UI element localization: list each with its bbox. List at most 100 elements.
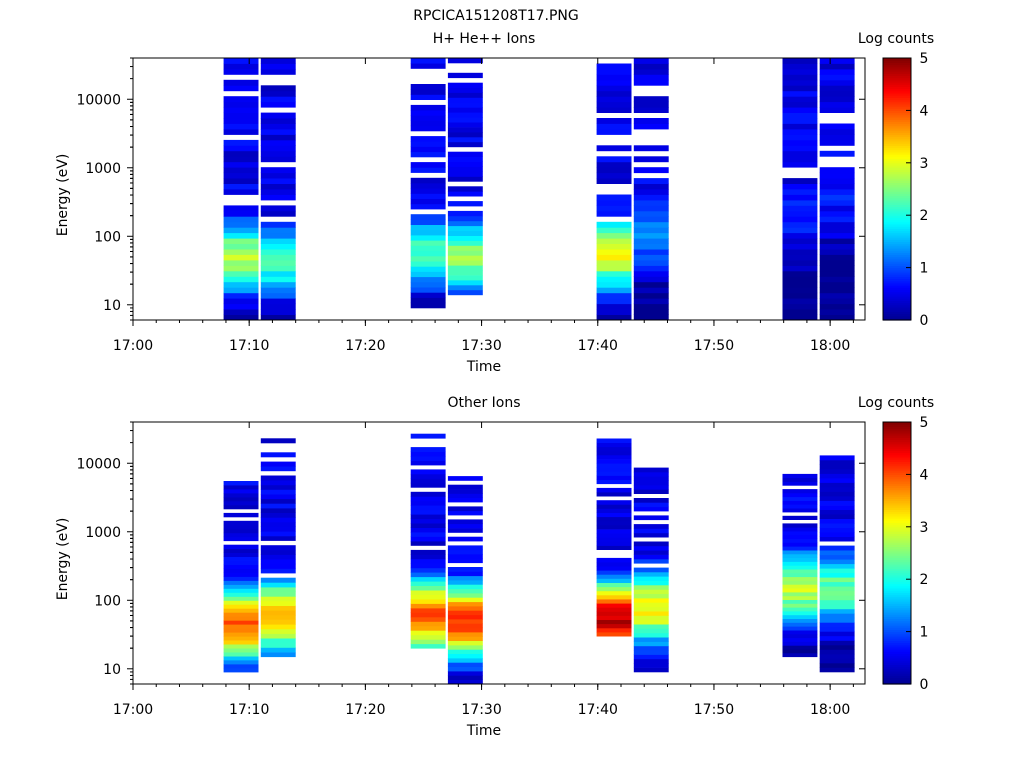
spectrogram-bin [447, 632, 483, 637]
spectrogram-bin [223, 496, 259, 502]
spectrogram-bin [782, 298, 818, 305]
spectrogram-bin [260, 129, 296, 135]
colorbar-swatch [883, 97, 911, 101]
colorbar-swatch [883, 213, 911, 216]
spectrogram-bin [633, 96, 669, 103]
spectrogram-bin [633, 260, 669, 266]
spectrogram-bin [596, 533, 632, 538]
spectrogram-bin [223, 664, 259, 669]
spectrogram-bin [447, 623, 483, 629]
y-tick-label: 10 [103, 298, 121, 314]
spectrogram-bin [633, 183, 669, 190]
spectrogram-bin [260, 63, 296, 70]
spectrogram-bin [223, 303, 259, 310]
spectrogram-bin [410, 110, 446, 116]
colorbar-swatch [883, 164, 911, 168]
spectrogram-bin [410, 616, 446, 622]
spectrogram-bin [410, 509, 446, 515]
y-tick-label: 10000 [76, 456, 121, 472]
spectrogram-bin [410, 271, 446, 278]
spectrogram-bin [447, 230, 483, 236]
spectrogram-bin [223, 604, 259, 609]
colorbar-swatch [883, 285, 911, 288]
spectrogram-bin [410, 608, 446, 613]
spectrogram-bin [819, 473, 855, 479]
spectrogram-bin [447, 666, 483, 672]
spectrogram-bin [223, 648, 259, 653]
spectrogram-bin [223, 96, 259, 103]
spectrogram-bin [260, 281, 296, 288]
spectrogram-bin [633, 205, 669, 212]
colorbar-swatch [883, 245, 911, 249]
colorbar-swatch [883, 470, 911, 473]
spectrogram-bin [633, 506, 669, 512]
colorbar-swatch [883, 524, 911, 528]
colorbar-swatch [883, 175, 911, 179]
spectrogram-bin [782, 270, 818, 277]
spectrogram-bin [596, 594, 632, 600]
spectrogram-bin [223, 161, 259, 168]
spectrogram-bin [633, 156, 669, 163]
plot-frame [132, 57, 866, 321]
spectrogram-bin [410, 563, 446, 569]
spectrogram-bin [223, 172, 259, 179]
spectrogram-bin [260, 503, 296, 509]
spectrogram-bin [596, 512, 632, 518]
colorbar-swatch [883, 195, 911, 199]
panel-title: H+ He++ Ions [433, 31, 536, 47]
colorbar-swatch [883, 585, 911, 589]
spectrogram-bin [223, 544, 259, 550]
spectrogram-bin [260, 614, 296, 620]
colorbar-swatch [883, 579, 911, 582]
spectrogram-bin [410, 136, 446, 142]
spectrogram-bin [410, 276, 446, 283]
spectrogram-bin [819, 189, 855, 195]
colorbar-swatch [883, 258, 911, 262]
spectrogram-bin [596, 287, 632, 294]
spectrogram-bin [633, 63, 669, 70]
spectrogram-bin [260, 314, 296, 321]
colorbar-swatch [883, 561, 911, 565]
spectrogram-bin [782, 309, 818, 315]
spectrogram-bin [410, 630, 446, 636]
spectrogram-bin [819, 640, 855, 646]
x-tick-label: 17:20 [345, 338, 385, 354]
spectrogram-bin [596, 562, 632, 567]
spectrogram-bin [819, 590, 855, 596]
colorbar-swatch [883, 103, 911, 107]
spectrogram-bin [223, 588, 259, 593]
colorbar-swatch [883, 156, 911, 160]
spectrogram-bin [596, 574, 632, 579]
colorbar-swatch [883, 309, 911, 312]
spectrogram-bin [596, 475, 632, 480]
spectrogram-bin [447, 127, 483, 133]
spectrogram-bin [633, 641, 669, 647]
spectrogram-bin [782, 129, 818, 135]
colorbar-swatch [883, 518, 911, 521]
spectrogram-bin [223, 118, 259, 124]
spectrogram-bin [223, 528, 259, 534]
spectrogram-bin [410, 302, 446, 309]
spectrogram-bin [596, 243, 632, 250]
spectrogram-bin [596, 85, 632, 92]
spectrogram-bin [633, 221, 669, 228]
spectrogram-bin [447, 97, 483, 103]
colorbar-swatch [883, 298, 911, 301]
colorbar-swatch [883, 276, 911, 280]
colorbar-swatch [883, 84, 911, 87]
spectrogram-bin [260, 624, 296, 630]
spectrogram-bin [819, 518, 855, 524]
spectrogram-bin [596, 467, 632, 472]
spectrogram-bin [223, 512, 259, 518]
spectrogram-bin [447, 523, 483, 529]
colorbar-swatch [883, 574, 911, 578]
spectrogram-bin [447, 280, 483, 286]
spectrogram-bin [819, 622, 855, 628]
colorbar-swatch [883, 611, 911, 615]
colorbar-swatch [883, 171, 911, 175]
colorbar-swatch [883, 653, 911, 657]
spectrogram-bin [633, 123, 669, 130]
spectrogram-bin [223, 576, 259, 581]
spectrogram-bin [447, 132, 483, 138]
spectrogram-bin [596, 611, 632, 616]
